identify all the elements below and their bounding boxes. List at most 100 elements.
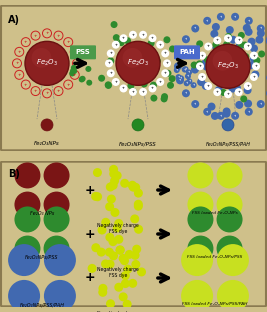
Text: Fe₂O₃NPs/PSS: Fe₂O₃NPs/PSS (119, 141, 157, 146)
Circle shape (191, 82, 197, 88)
Circle shape (257, 24, 265, 32)
Circle shape (213, 44, 221, 52)
Circle shape (110, 176, 119, 185)
Circle shape (123, 300, 132, 309)
Circle shape (120, 59, 127, 66)
Circle shape (111, 208, 119, 217)
Text: +: + (75, 61, 79, 65)
Circle shape (123, 48, 142, 68)
Text: +: + (260, 27, 262, 31)
Text: FSS loaded Fe₂O₃NPs/PSS/PAH: FSS loaded Fe₂O₃NPs/PSS/PAH (182, 302, 248, 306)
Circle shape (201, 60, 209, 68)
Text: +: + (227, 92, 229, 96)
Circle shape (191, 100, 199, 108)
Text: +: + (179, 50, 181, 54)
Circle shape (156, 78, 164, 86)
Text: +: + (207, 84, 210, 88)
Text: +: + (57, 89, 60, 93)
Circle shape (134, 225, 143, 234)
Circle shape (215, 86, 223, 94)
Text: +: + (220, 15, 222, 19)
Circle shape (213, 88, 221, 96)
Circle shape (154, 57, 161, 65)
Text: +: + (186, 81, 188, 85)
Circle shape (107, 49, 115, 57)
Text: +: + (109, 51, 112, 56)
Circle shape (136, 74, 143, 81)
Text: +: + (66, 40, 70, 44)
Text: +: + (188, 79, 190, 83)
Circle shape (196, 60, 203, 67)
Circle shape (235, 79, 242, 85)
Text: +: + (114, 80, 117, 84)
Circle shape (93, 192, 102, 201)
Text: +: + (193, 83, 195, 87)
Circle shape (109, 251, 118, 261)
Circle shape (105, 59, 113, 67)
Text: +: + (252, 54, 255, 57)
Circle shape (137, 267, 146, 276)
Circle shape (210, 30, 218, 38)
Text: Fe₂O₃NPs/PSS: Fe₂O₃NPs/PSS (25, 255, 59, 260)
Text: $Fe_2O_3$: $Fe_2O_3$ (217, 61, 239, 71)
Circle shape (101, 260, 110, 268)
Circle shape (237, 41, 244, 48)
Circle shape (204, 59, 212, 67)
Circle shape (106, 183, 115, 192)
Circle shape (125, 250, 134, 259)
Circle shape (244, 82, 252, 90)
Circle shape (196, 40, 203, 47)
Circle shape (134, 200, 143, 209)
Circle shape (233, 84, 241, 92)
Circle shape (119, 254, 128, 263)
Circle shape (107, 69, 115, 77)
Circle shape (44, 280, 76, 312)
Circle shape (71, 65, 77, 71)
Circle shape (176, 48, 184, 56)
Circle shape (213, 37, 221, 44)
Circle shape (250, 51, 258, 60)
Circle shape (150, 95, 158, 102)
Text: +: + (185, 91, 187, 95)
Circle shape (191, 66, 199, 74)
Text: +: + (227, 36, 229, 40)
Text: +: + (142, 33, 144, 37)
Circle shape (239, 55, 246, 62)
Circle shape (245, 28, 253, 36)
Text: +: + (15, 61, 19, 65)
Text: +: + (159, 43, 162, 47)
FancyBboxPatch shape (70, 45, 96, 59)
Text: +: + (132, 33, 134, 37)
Circle shape (224, 34, 232, 42)
Text: +: + (34, 34, 37, 38)
Circle shape (217, 78, 225, 86)
Circle shape (164, 70, 171, 77)
Text: Negatively charge
FSS dye: Negatively charge FSS dye (97, 267, 139, 278)
Circle shape (204, 56, 211, 63)
Text: +: + (188, 71, 190, 75)
Circle shape (99, 284, 107, 293)
Circle shape (8, 280, 40, 312)
Circle shape (250, 44, 258, 52)
Circle shape (222, 110, 230, 118)
Circle shape (119, 58, 126, 65)
Circle shape (120, 179, 129, 188)
Circle shape (217, 13, 225, 21)
Text: +: + (237, 38, 240, 42)
Text: +: + (164, 71, 167, 75)
Circle shape (148, 34, 156, 42)
Circle shape (97, 226, 107, 235)
Text: +: + (180, 76, 182, 80)
Text: Fe₂O₃NPs/PSS/PAH: Fe₂O₃NPs/PSS/PAH (206, 141, 250, 146)
Text: FSS loaded Fe₂O₃NPs/PSS: FSS loaded Fe₂O₃NPs/PSS (187, 255, 243, 259)
Text: +: + (166, 61, 168, 65)
Circle shape (207, 103, 215, 110)
Circle shape (85, 66, 91, 72)
Text: +: + (176, 68, 178, 72)
Circle shape (44, 207, 70, 232)
Text: A): A) (8, 15, 20, 25)
Circle shape (217, 112, 225, 120)
Circle shape (148, 85, 156, 92)
Circle shape (14, 163, 40, 188)
Circle shape (244, 100, 252, 108)
